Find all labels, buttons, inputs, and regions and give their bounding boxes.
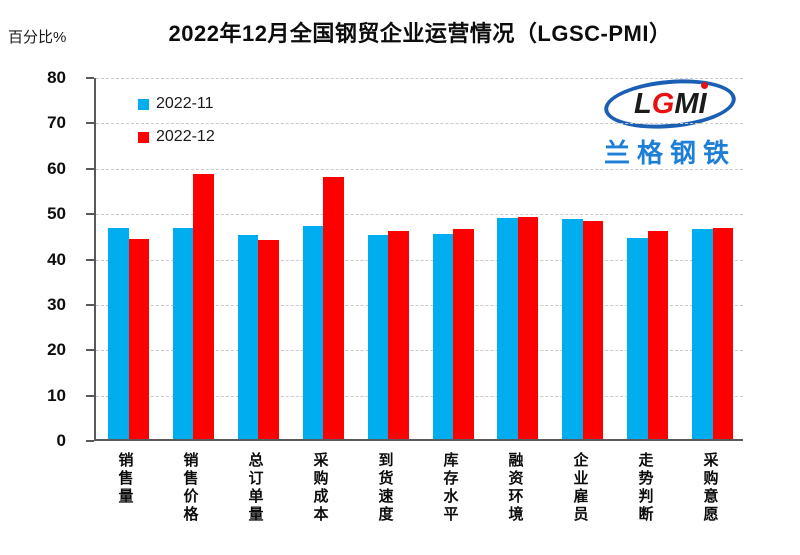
bar-2022-12-采购成本 bbox=[323, 177, 344, 439]
y-tick-label-50: 50 bbox=[47, 204, 66, 223]
legend-swatch-2022-12-icon bbox=[138, 131, 149, 143]
bar-2022-11-企业雇员 bbox=[562, 219, 583, 439]
y-tick-label-10: 10 bbox=[47, 386, 66, 405]
y-tick-mark-70 bbox=[86, 122, 94, 124]
y-tick-mark-60 bbox=[86, 168, 94, 170]
bar-2022-11-融资环境 bbox=[497, 218, 518, 439]
bar-2022-12-总订单量 bbox=[258, 240, 279, 439]
x-axis-label-总订单量: 总订单量 bbox=[248, 452, 264, 523]
logo-company-name: 兰格钢铁 bbox=[603, 138, 736, 168]
y-tick-label-60: 60 bbox=[47, 159, 66, 178]
gridline-80 bbox=[96, 78, 743, 79]
gridline-50 bbox=[96, 214, 743, 215]
y-tick-label-70: 70 bbox=[47, 113, 66, 132]
legend: 2022-11 2022-12 bbox=[138, 94, 215, 160]
bar-2022-12-销售量 bbox=[128, 239, 149, 439]
bar-2022-11-采购意愿 bbox=[692, 229, 713, 439]
bar-2022-12-融资环境 bbox=[517, 217, 539, 439]
y-tick-mark-0 bbox=[86, 440, 94, 442]
x-axis-label-库存水平: 库存水平 bbox=[443, 452, 459, 523]
bar-2022-11-销售价格 bbox=[172, 228, 194, 439]
y-tick-mark-50 bbox=[86, 213, 94, 215]
gridline-40 bbox=[96, 260, 743, 261]
legend-label-2022-12: 2022-12 bbox=[156, 128, 215, 145]
x-axis-label-走势判断: 走势判断 bbox=[638, 452, 654, 523]
x-axis-label-销售价格: 销售价格 bbox=[183, 452, 199, 523]
bar-2022-12-走势判断 bbox=[647, 231, 669, 439]
bar-2022-11-走势判断 bbox=[627, 238, 648, 439]
legend-label-2022-11: 2022-11 bbox=[156, 95, 214, 112]
plot-area: 2022-11 2022-12 bbox=[94, 78, 743, 441]
bar-2022-12-销售价格 bbox=[193, 174, 214, 439]
y-tick-mark-80 bbox=[86, 77, 94, 79]
y-tick-label-80: 80 bbox=[47, 68, 66, 87]
gridline-70 bbox=[96, 123, 743, 124]
bar-2022-11-采购成本 bbox=[302, 226, 324, 439]
bar-2022-11-销售量 bbox=[108, 228, 129, 439]
y-tick-label-30: 30 bbox=[47, 295, 66, 314]
y-tick-label-20: 20 bbox=[47, 340, 66, 359]
legend-item-2022-11: 2022-11 bbox=[138, 94, 215, 114]
chart-title: 2022年12月全国钢贸企业运营情况（LGSC-PMI） bbox=[168, 21, 672, 46]
bar-2022-12-库存水平 bbox=[453, 229, 474, 439]
y-tick-mark-30 bbox=[86, 304, 94, 306]
x-axis-label-企业雇员: 企业雇员 bbox=[573, 452, 589, 523]
bar-2022-12-采购意愿 bbox=[712, 228, 734, 439]
bar-2022-11-库存水平 bbox=[432, 234, 453, 439]
bar-2022-11-总订单量 bbox=[237, 235, 259, 439]
y-tick-mark-40 bbox=[86, 259, 94, 261]
y-tick-mark-20 bbox=[86, 349, 94, 351]
y-tick-label-0: 0 bbox=[56, 431, 66, 450]
bar-2022-12-到货速度 bbox=[388, 231, 409, 439]
gridline-30 bbox=[96, 305, 743, 306]
y-tick-mark-10 bbox=[86, 395, 94, 397]
x-axis-label-销售量: 销售量 bbox=[118, 452, 134, 505]
x-axis-label-融资环境: 融资环境 bbox=[508, 452, 524, 523]
bar-2022-12-企业雇员 bbox=[582, 221, 604, 439]
x-axis-label-采购意愿: 采购意愿 bbox=[703, 452, 719, 523]
gridline-60 bbox=[96, 169, 743, 170]
legend-swatch-2022-11-icon bbox=[138, 98, 149, 110]
legend-item-2022-12: 2022-12 bbox=[138, 127, 215, 147]
x-axis-label-到货速度: 到货速度 bbox=[378, 452, 394, 523]
y-axis-unit-label: 百分比% bbox=[8, 29, 67, 46]
x-axis-label-采购成本: 采购成本 bbox=[313, 452, 329, 523]
bar-2022-11-到货速度 bbox=[367, 235, 389, 439]
lgmi-logo: LGMI 兰格钢铁 bbox=[592, 74, 748, 170]
gridline-20 bbox=[96, 350, 743, 351]
y-tick-label-40: 40 bbox=[47, 250, 66, 269]
gridline-10 bbox=[96, 396, 743, 397]
